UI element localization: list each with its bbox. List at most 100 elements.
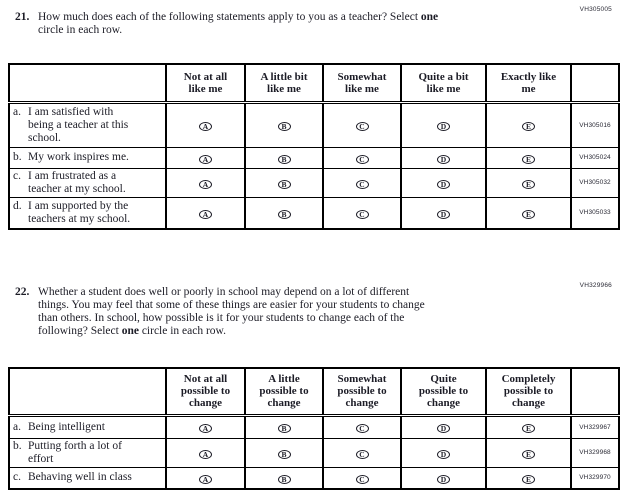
answer-bubble-e[interactable]: E bbox=[522, 424, 535, 433]
answer-bubble-e[interactable]: E bbox=[522, 122, 535, 131]
answer-bubble-a[interactable]: A bbox=[199, 424, 212, 433]
answer-bubble-d[interactable]: D bbox=[437, 449, 450, 459]
question-22-line-3: than others. In school, how possible is … bbox=[38, 312, 405, 324]
item-code: VH329970 bbox=[570, 466, 620, 490]
answer-bubble-d[interactable]: D bbox=[437, 474, 450, 484]
answer-bubble-b[interactable]: B bbox=[277, 154, 291, 164]
answer-bubble-d[interactable]: D bbox=[437, 179, 450, 189]
header-line: change bbox=[512, 397, 545, 410]
answer-cell: C bbox=[322, 167, 402, 198]
answer-bubble-b[interactable]: B bbox=[277, 209, 291, 219]
answer-bubble-b[interactable]: B bbox=[277, 474, 291, 484]
answer-bubble-e[interactable]: E bbox=[522, 449, 535, 459]
statement-cell: c. I am frustrated as a teacher at my sc… bbox=[8, 167, 167, 198]
header-line: change bbox=[267, 397, 301, 410]
answer-cell: E bbox=[485, 167, 572, 198]
answer-cell: B bbox=[244, 196, 324, 230]
answer-bubble-a[interactable]: A bbox=[199, 154, 212, 164]
item-code: VH305033 bbox=[570, 196, 620, 230]
answer-cell: D bbox=[400, 437, 487, 468]
answer-bubble-a[interactable]: A bbox=[199, 122, 212, 131]
answer-bubble-a[interactable]: A bbox=[199, 474, 212, 484]
answer-bubble-e[interactable]: E bbox=[522, 474, 535, 484]
answer-bubble-d[interactable]: D bbox=[437, 209, 450, 219]
header-line: Quite bbox=[430, 373, 457, 386]
header-line: Exactly like bbox=[500, 70, 557, 83]
question-21: 21. How much does each of the following … bbox=[15, 11, 438, 37]
answer-cell: D bbox=[400, 101, 487, 148]
statement-header-cell bbox=[8, 367, 167, 417]
statement-line: teacher at my school. bbox=[28, 182, 126, 195]
answer-bubble-b[interactable]: B bbox=[277, 449, 291, 459]
row-letter: d. bbox=[13, 199, 22, 212]
table-row-b: b. My work inspires me. A B C D E VH3050… bbox=[8, 146, 620, 169]
answer-bubble-e[interactable]: E bbox=[522, 209, 535, 219]
answer-bubble-a[interactable]: A bbox=[199, 449, 212, 459]
answer-bubble-c[interactable]: C bbox=[355, 209, 369, 219]
answer-bubble-b[interactable]: B bbox=[277, 122, 291, 131]
statement-cell: a. Being intelligent bbox=[8, 414, 167, 439]
statement-text: Behaving well in class bbox=[28, 471, 163, 484]
statement-cell: a. I am satisfied with being a teacher a… bbox=[8, 101, 167, 148]
answer-bubble-d[interactable]: D bbox=[437, 424, 450, 433]
answer-bubble-e[interactable]: E bbox=[522, 179, 535, 189]
statement-text: My work inspires me. bbox=[28, 151, 163, 164]
statement-line: My work inspires me. bbox=[28, 151, 129, 163]
answer-cell: D bbox=[400, 146, 487, 169]
header-line: possible to bbox=[180, 385, 231, 398]
question-22-response-grid: Not at all possible to change A little poss… bbox=[8, 367, 620, 490]
statement-text: I am frustrated as a teacher at my schoo… bbox=[28, 170, 163, 196]
answer-bubble-c[interactable]: C bbox=[355, 122, 369, 131]
answer-cell: C bbox=[322, 437, 402, 468]
statement-text: Putting forth a lot of effort bbox=[28, 440, 163, 466]
answer-bubble-c[interactable]: C bbox=[355, 154, 369, 164]
answer-bubble-d[interactable]: D bbox=[437, 154, 450, 164]
row-letter: c. bbox=[13, 471, 21, 484]
answer-bubble-c[interactable]: C bbox=[355, 179, 369, 189]
answer-bubble-c[interactable]: C bbox=[355, 449, 369, 459]
question-22-line-2: things. You may feel that some of these … bbox=[38, 299, 425, 311]
answer-cell: E bbox=[485, 101, 572, 148]
answer-bubble-c[interactable]: C bbox=[355, 474, 369, 484]
answer-cell: E bbox=[485, 146, 572, 169]
answer-cell: B bbox=[244, 101, 324, 148]
answer-cell: C bbox=[322, 101, 402, 148]
statement-line: I am frustrated as a bbox=[28, 169, 117, 182]
answer-cell: A bbox=[165, 196, 246, 230]
header-row: Not at all possible to change A little poss… bbox=[8, 367, 620, 417]
statement-header-cell bbox=[8, 63, 167, 104]
answer-cell: B bbox=[244, 414, 324, 439]
table-row-c: c. Behaving well in class A B C D E VH32… bbox=[8, 466, 620, 490]
question-22-line-4-pre: following? Select bbox=[38, 325, 122, 337]
row-letter: b. bbox=[13, 151, 22, 163]
answer-bubble-e[interactable]: E bbox=[522, 154, 535, 164]
answer-bubble-c[interactable]: C bbox=[355, 424, 369, 433]
answer-bubble-b[interactable]: B bbox=[277, 424, 291, 433]
question-21-line-2: circle in each row. bbox=[38, 24, 123, 36]
answer-cell: B bbox=[244, 146, 324, 169]
statement-line: effort bbox=[28, 452, 54, 465]
statement-cell: b. Putting forth a lot of effort bbox=[8, 437, 167, 468]
column-header-quite-a-bit: Quite a bit like me bbox=[400, 63, 487, 104]
item-code: VH305032 bbox=[570, 167, 620, 198]
code-header-cell bbox=[570, 63, 620, 104]
column-header-not-at-all-possible: Not at all possible to change bbox=[165, 367, 246, 417]
statement-line: Being intelligent bbox=[28, 420, 105, 433]
item-code: VH329968 bbox=[570, 437, 620, 468]
question-22-line-4: following? Select one circle in each row… bbox=[38, 325, 425, 338]
answer-bubble-a[interactable]: A bbox=[199, 179, 212, 189]
answer-bubble-b[interactable]: B bbox=[277, 179, 291, 189]
code-header-cell bbox=[570, 367, 620, 417]
answer-bubble-a[interactable]: A bbox=[199, 209, 212, 219]
statement-text: Being intelligent bbox=[28, 421, 163, 434]
answer-cell: D bbox=[400, 414, 487, 439]
statement-line: being a teacher at this bbox=[28, 118, 129, 131]
statement-line: I am satisfied with bbox=[28, 105, 114, 118]
column-header-a-little-possible: A little possible to change bbox=[244, 367, 324, 417]
header-line: possible to bbox=[337, 385, 387, 398]
answer-cell: D bbox=[400, 167, 487, 198]
question-21-line-1-text: How much does each of the following stat… bbox=[38, 11, 421, 23]
answer-bubble-d[interactable]: D bbox=[437, 122, 450, 131]
answer-cell: A bbox=[165, 437, 246, 468]
question-22-line-4-post: circle in each row. bbox=[138, 325, 226, 337]
